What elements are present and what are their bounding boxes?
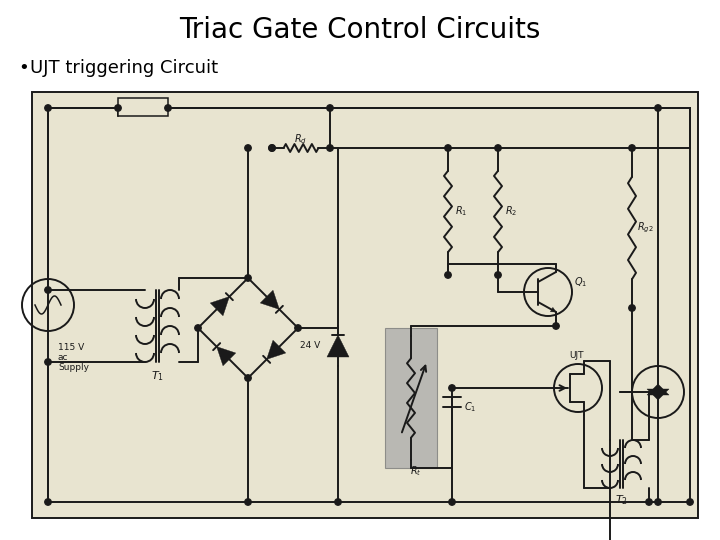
Polygon shape bbox=[647, 384, 669, 395]
Circle shape bbox=[629, 145, 635, 151]
Circle shape bbox=[245, 145, 251, 151]
Circle shape bbox=[269, 145, 275, 151]
Circle shape bbox=[45, 287, 51, 293]
Circle shape bbox=[327, 105, 333, 111]
Circle shape bbox=[45, 359, 51, 365]
Bar bbox=[385, 328, 437, 468]
Bar bbox=[32, 92, 698, 518]
Circle shape bbox=[114, 105, 121, 111]
Circle shape bbox=[245, 375, 251, 381]
Text: 24 V: 24 V bbox=[300, 341, 320, 350]
Text: $R_{g2}$: $R_{g2}$ bbox=[636, 221, 653, 235]
Text: $R_d$: $R_d$ bbox=[294, 132, 307, 146]
Polygon shape bbox=[327, 335, 349, 357]
Polygon shape bbox=[210, 296, 230, 316]
Circle shape bbox=[629, 305, 635, 311]
Circle shape bbox=[45, 499, 51, 505]
Text: $T_1$: $T_1$ bbox=[151, 369, 164, 383]
Circle shape bbox=[687, 499, 693, 505]
Circle shape bbox=[335, 499, 341, 505]
Text: UJT: UJT bbox=[569, 352, 583, 361]
Text: Triac Gate Control Circuits: Triac Gate Control Circuits bbox=[179, 16, 541, 44]
Bar bbox=[118, 98, 168, 116]
Circle shape bbox=[445, 272, 451, 278]
Circle shape bbox=[654, 499, 661, 505]
Text: ac: ac bbox=[58, 353, 68, 361]
Circle shape bbox=[495, 145, 501, 151]
Circle shape bbox=[195, 325, 201, 331]
Circle shape bbox=[646, 499, 652, 505]
Circle shape bbox=[654, 105, 661, 111]
Text: Supply: Supply bbox=[58, 362, 89, 372]
Polygon shape bbox=[260, 291, 279, 309]
Circle shape bbox=[449, 499, 455, 505]
Text: $C_1$: $C_1$ bbox=[464, 400, 477, 414]
Text: UJT triggering Circuit: UJT triggering Circuit bbox=[30, 59, 218, 77]
Circle shape bbox=[294, 325, 301, 331]
Text: •: • bbox=[18, 59, 29, 77]
Text: 115 V: 115 V bbox=[58, 342, 84, 352]
Circle shape bbox=[495, 272, 501, 278]
Circle shape bbox=[45, 105, 51, 111]
Text: $Q_1$: $Q_1$ bbox=[574, 275, 588, 289]
Polygon shape bbox=[647, 389, 669, 400]
Circle shape bbox=[445, 145, 451, 151]
Text: Load: Load bbox=[132, 103, 154, 111]
Circle shape bbox=[327, 145, 333, 151]
Text: $R_1$: $R_1$ bbox=[455, 205, 467, 218]
Circle shape bbox=[245, 499, 251, 505]
Text: $R_t$: $R_t$ bbox=[410, 464, 422, 478]
Circle shape bbox=[269, 145, 275, 151]
Text: $T_2$: $T_2$ bbox=[615, 493, 627, 507]
Circle shape bbox=[449, 385, 455, 391]
Polygon shape bbox=[217, 347, 235, 366]
Polygon shape bbox=[266, 340, 286, 359]
Circle shape bbox=[165, 105, 171, 111]
Text: $R_2$: $R_2$ bbox=[505, 205, 517, 218]
Polygon shape bbox=[550, 307, 556, 312]
Circle shape bbox=[245, 275, 251, 281]
Circle shape bbox=[553, 323, 559, 329]
